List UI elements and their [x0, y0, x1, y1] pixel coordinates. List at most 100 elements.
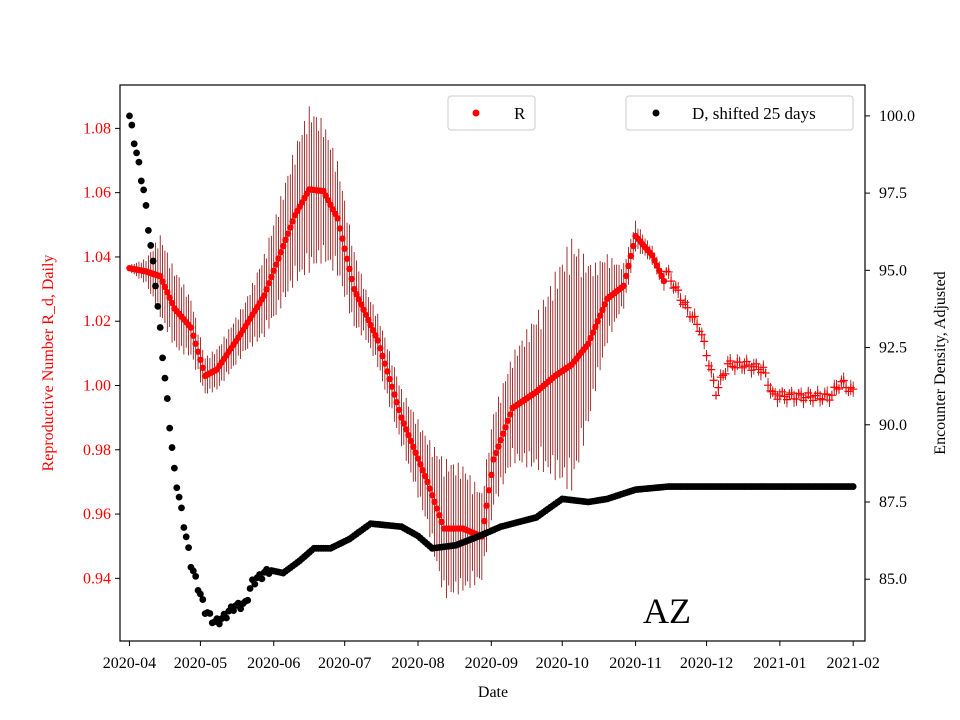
d-point [197, 590, 204, 598]
r-plus-point [823, 390, 832, 399]
r-plus-series [662, 267, 858, 405]
y-axis-right-label: Encounter Density, Adjusted [932, 271, 949, 454]
d-point [237, 605, 245, 613]
d-point [135, 158, 143, 166]
r-point [424, 478, 431, 486]
y-left-tick-label: 1.06 [83, 185, 111, 202]
r-point [488, 471, 495, 479]
d-point [159, 354, 166, 362]
r-point [502, 424, 509, 431]
r-plus-point [730, 363, 739, 372]
legend-d-label: D, shifted 25 days [692, 104, 816, 123]
r-point [369, 327, 377, 334]
r-point [353, 291, 360, 298]
r-plus-point [735, 358, 744, 367]
legend-d: D, shifted 25 days [625, 95, 854, 131]
r-point [157, 273, 164, 280]
r-point [360, 306, 367, 313]
r-point [596, 312, 604, 319]
r-point [499, 430, 507, 437]
d-point [149, 257, 157, 265]
r-point [495, 443, 502, 450]
r-point [481, 517, 488, 525]
r-plus-point [849, 385, 858, 394]
d-point [144, 226, 152, 234]
x-tick-label: 2021-02 [827, 655, 880, 672]
r-plus-point [726, 356, 735, 365]
r-plus-point [778, 387, 787, 396]
x-tick-label: 2020-10 [536, 655, 589, 672]
r-point [627, 252, 635, 260]
state-label: AZ [643, 591, 691, 631]
r-point [599, 306, 606, 314]
x-tick-label: 2020-12 [680, 655, 733, 672]
y-axis-left-label: Reproductive Number R_d, Daily [40, 255, 57, 472]
r-point [386, 375, 393, 383]
r-point [268, 273, 275, 281]
r-plus-point [761, 368, 770, 377]
r-plus-point [674, 286, 683, 295]
r-plus-point [709, 376, 718, 385]
r-point [426, 485, 434, 492]
d-point [173, 484, 181, 492]
d-point [244, 596, 252, 604]
legend-r: R [447, 95, 536, 131]
y-left-tick-label: 1.08 [83, 120, 111, 137]
d-point [170, 464, 178, 472]
y-right-tick-label: 100.0 [879, 108, 915, 125]
r-point [405, 431, 412, 439]
d-point [166, 424, 174, 432]
r-point [341, 245, 348, 252]
r-point [261, 292, 268, 299]
x-tick-label: 2020-11 [609, 655, 662, 672]
d-point [223, 614, 230, 622]
d-point [147, 242, 155, 249]
r-plus-point [700, 337, 709, 346]
r-point [348, 275, 355, 283]
y-right-tick-label: 90.0 [879, 417, 907, 434]
d-point [213, 615, 221, 623]
r-point [402, 426, 410, 433]
r-point [190, 332, 197, 339]
r-point [438, 518, 445, 526]
r-point [601, 301, 609, 308]
r-point [656, 267, 663, 274]
d-point [175, 493, 183, 501]
r-plus-point [683, 303, 692, 312]
r-point [161, 283, 169, 291]
r-point [428, 492, 436, 499]
x-tick-label: 2020-04 [103, 655, 156, 672]
r-plus-point [740, 362, 749, 371]
r-point [346, 265, 353, 273]
r-series [126, 186, 668, 540]
r-point [414, 455, 422, 462]
r-point [625, 262, 632, 270]
d-point [152, 282, 159, 290]
r-point [277, 249, 285, 256]
d-point [161, 374, 169, 382]
r-plus-point [664, 267, 673, 276]
x-tick-label: 2020-09 [465, 655, 518, 672]
r-plus-point [834, 385, 843, 394]
y-axis-left: 0.94 0.96 0.98 1.00 1.02 1.04 1.06 1.08 [83, 120, 120, 587]
r-plus-point [827, 391, 836, 400]
r-plus-point [839, 376, 848, 385]
r-point [374, 337, 381, 344]
d-point [849, 483, 857, 490]
d-point [189, 567, 197, 575]
legend-d-marker [652, 109, 660, 117]
d-point [251, 580, 259, 588]
r-point [282, 236, 289, 244]
d-point [206, 610, 214, 617]
r-point [658, 272, 665, 280]
r-point [388, 383, 396, 390]
r-point [504, 417, 512, 425]
d-point [133, 149, 140, 157]
r-point [168, 299, 176, 307]
r-point [372, 332, 379, 339]
r-point [620, 282, 627, 290]
y-left-tick-label: 1.04 [83, 249, 111, 266]
d-point [168, 444, 176, 451]
x-tick-label: 2020-06 [247, 655, 300, 672]
plot-content [126, 106, 858, 628]
